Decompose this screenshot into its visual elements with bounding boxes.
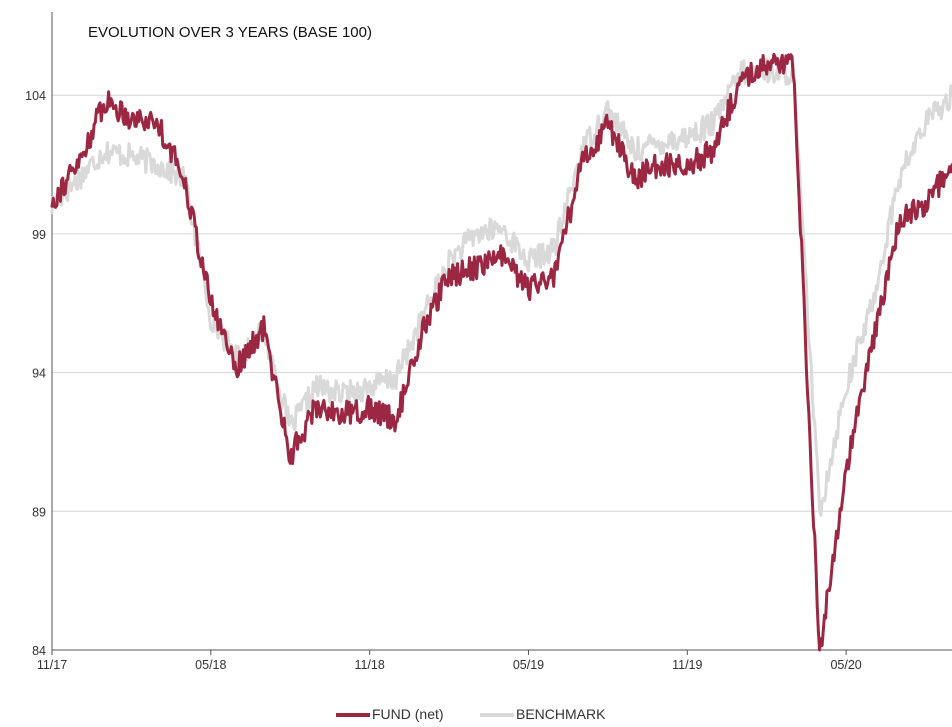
y-tick-label: 94 [32, 367, 46, 381]
x-axis-ticks: 11/17 05/18 11/18 05/19 11/19 05/20 [37, 650, 862, 672]
grid [52, 94, 952, 512]
y-axis-ticks: 84 89 94 99 104 [25, 89, 46, 658]
y-tick-label: 89 [32, 505, 46, 519]
x-tick-label: 05/19 [513, 658, 544, 672]
y-tick-label: 84 [32, 644, 46, 658]
legend: FUND (net) BENCHMARK [336, 706, 606, 722]
x-tick-label: 05/20 [830, 658, 861, 672]
x-tick-label: 11/18 [354, 658, 384, 672]
y-tick-label: 104 [25, 89, 46, 103]
x-tick-label: 11/19 [672, 658, 702, 672]
x-tick-label: 05/18 [195, 658, 226, 672]
chart-title: EVOLUTION OVER 3 YEARS (BASE 100) [88, 24, 372, 41]
x-tick-label: 11/17 [37, 658, 67, 672]
y-tick-label: 99 [32, 228, 46, 242]
series-line-benchmark [50, 57, 952, 517]
series-line-fund [50, 52, 952, 652]
legend-label: FUND (net) [372, 706, 444, 722]
series-lines [50, 52, 952, 652]
legend-label: BENCHMARK [516, 706, 606, 722]
